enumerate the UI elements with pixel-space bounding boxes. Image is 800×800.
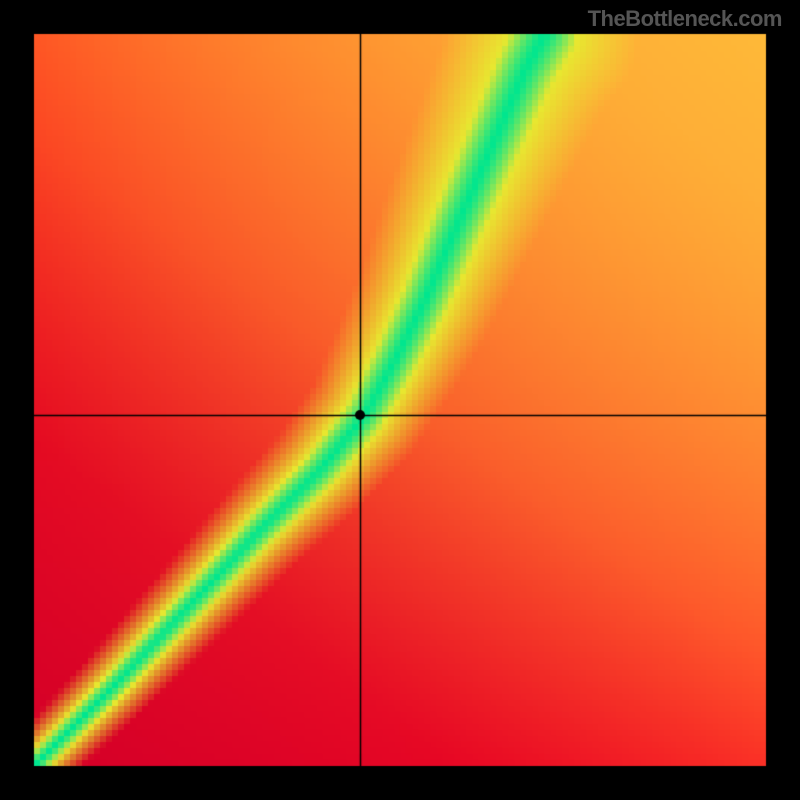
watermark-text: TheBottleneck.com [588,6,782,32]
chart-container: TheBottleneck.com [0,0,800,800]
heatmap-canvas [0,0,800,800]
